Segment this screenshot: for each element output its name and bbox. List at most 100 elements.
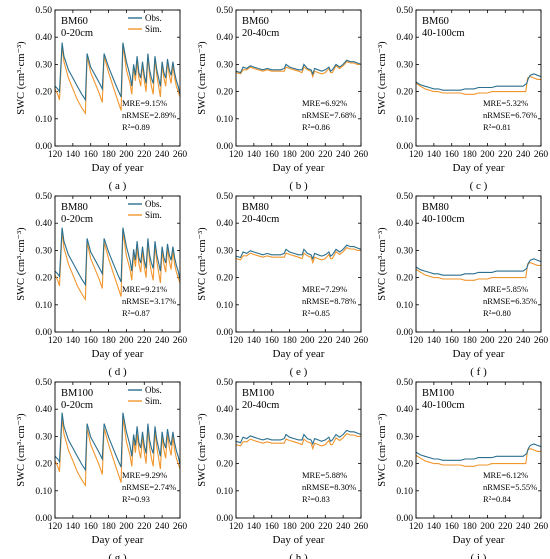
plot-frame [415, 9, 542, 147]
plot-frame [235, 9, 362, 147]
stat-label: nRMSE=7.68% [302, 110, 356, 120]
stat-label: R²=0.83 [302, 494, 330, 504]
panel-title: BM80 [422, 202, 449, 213]
legend-label: Obs. [145, 13, 162, 23]
series-line-sim [235, 247, 361, 265]
stat-label: nRMSE=5.55% [483, 482, 537, 492]
stat-label: MRE=5.85% [483, 284, 528, 294]
y-tick-label: 0.40 [396, 219, 413, 229]
panel-letter: ( b ) [289, 180, 308, 192]
x-tick-label: 120 [48, 522, 63, 532]
panel-letter: ( h ) [289, 552, 308, 559]
x-tick-label: 120 [48, 336, 63, 346]
x-tick-label: 240 [516, 522, 531, 532]
x-tick-label: 200 [480, 150, 495, 160]
x-tick-label: 160 [84, 150, 99, 160]
y-tick-label: 0.50 [35, 192, 52, 202]
y-axis-label: SWC (cm³·cm⁻³) [16, 41, 27, 115]
legend-label: Sim. [145, 24, 162, 34]
x-tick-label: 180 [462, 522, 477, 532]
x-axis-label: Day of year [92, 162, 144, 174]
panel-depth: 40-100cm [422, 214, 465, 225]
y-axis-label: SWC (cm³·cm⁻³) [377, 41, 388, 115]
x-axis-label: Day of year [453, 534, 505, 546]
panel-letter: ( a ) [109, 180, 127, 192]
y-axis-label: SWC (cm³·cm⁻³) [197, 227, 208, 301]
y-tick-label: 0.20 [396, 274, 413, 284]
x-tick-label: 220 [137, 522, 152, 532]
panel-title: BM60 [61, 16, 88, 27]
stat-label: nRMSE=3.17% [122, 296, 176, 306]
plot-frame [235, 381, 362, 519]
plot-frame [54, 195, 181, 333]
y-tick-label: 0.20 [35, 274, 52, 284]
x-tick-label: 140 [427, 336, 442, 346]
stat-label: MRE=6.12% [483, 470, 528, 480]
panel-letter: ( c ) [470, 180, 488, 192]
x-tick-label: 140 [66, 336, 81, 346]
x-tick-label: 180 [282, 150, 297, 160]
y-tick-label: 0.30 [396, 432, 413, 442]
x-tick-label: 260 [534, 150, 549, 160]
panel-letter: ( f ) [470, 366, 487, 378]
x-tick-label: 260 [173, 336, 188, 346]
x-tick-label: 180 [282, 336, 297, 346]
panel-title: BM100 [242, 388, 274, 399]
x-tick-label: 200 [480, 336, 495, 346]
panel-depth: 40-100cm [422, 28, 465, 39]
y-tick-label: 0.10 [396, 487, 413, 497]
x-tick-label: 260 [173, 150, 188, 160]
y-tick-label: 0.50 [216, 192, 233, 202]
stat-label: MRE=5.32% [483, 98, 528, 108]
y-tick-label: 0.30 [35, 432, 52, 442]
y-tick-label: 0.00 [35, 328, 52, 338]
y-axis-label: SWC (cm³·cm⁻³) [377, 227, 388, 301]
y-axis-label: SWC (cm³·cm⁻³) [16, 227, 27, 301]
x-tick-label: 120 [229, 150, 244, 160]
panel-depth: 0-20cm [61, 28, 93, 39]
y-tick-label: 0.20 [216, 460, 233, 470]
x-tick-label: 220 [498, 336, 513, 346]
y-tick-label: 0.20 [216, 88, 233, 98]
y-tick-label: 0.40 [396, 405, 413, 415]
y-tick-label: 0.40 [35, 219, 52, 229]
series-line-obs [54, 42, 181, 102]
x-tick-label: 140 [66, 150, 81, 160]
plot-frame [415, 381, 542, 519]
y-tick-label: 0.50 [35, 6, 52, 16]
y-tick-label: 0.20 [396, 460, 413, 470]
x-tick-label: 140 [247, 336, 262, 346]
legend-label: Sim. [145, 396, 162, 406]
x-tick-label: 120 [229, 336, 244, 346]
stat-label: R²=0.84 [483, 494, 512, 504]
x-tick-label: 260 [354, 336, 369, 346]
series-line-obs [415, 258, 542, 276]
x-tick-label: 260 [173, 522, 188, 532]
y-axis-label: SWC (cm³·cm⁻³) [197, 41, 208, 115]
y-tick-label: 0.20 [216, 274, 233, 284]
y-tick-label: 0.20 [396, 88, 413, 98]
stat-label: nRMSE=8.78% [302, 296, 356, 306]
x-axis-label: Day of year [453, 348, 505, 360]
x-tick-label: 200 [300, 522, 315, 532]
series-line-sim [235, 61, 361, 79]
x-tick-label: 200 [300, 150, 315, 160]
x-tick-label: 160 [445, 522, 460, 532]
y-tick-label: 0.10 [35, 115, 52, 125]
stat-label: R²=0.86 [302, 122, 330, 132]
series-line-obs [415, 73, 542, 91]
x-tick-label: 140 [66, 522, 81, 532]
panel-title: BM60 [422, 16, 449, 27]
x-axis-label: Day of year [273, 162, 325, 174]
x-tick-label: 260 [534, 336, 549, 346]
y-tick-label: 0.50 [396, 6, 413, 16]
series-line-sim [415, 447, 541, 467]
x-axis-label: Day of year [273, 348, 325, 360]
y-tick-label: 0.50 [396, 192, 413, 202]
y-tick-label: 0.00 [396, 514, 413, 524]
